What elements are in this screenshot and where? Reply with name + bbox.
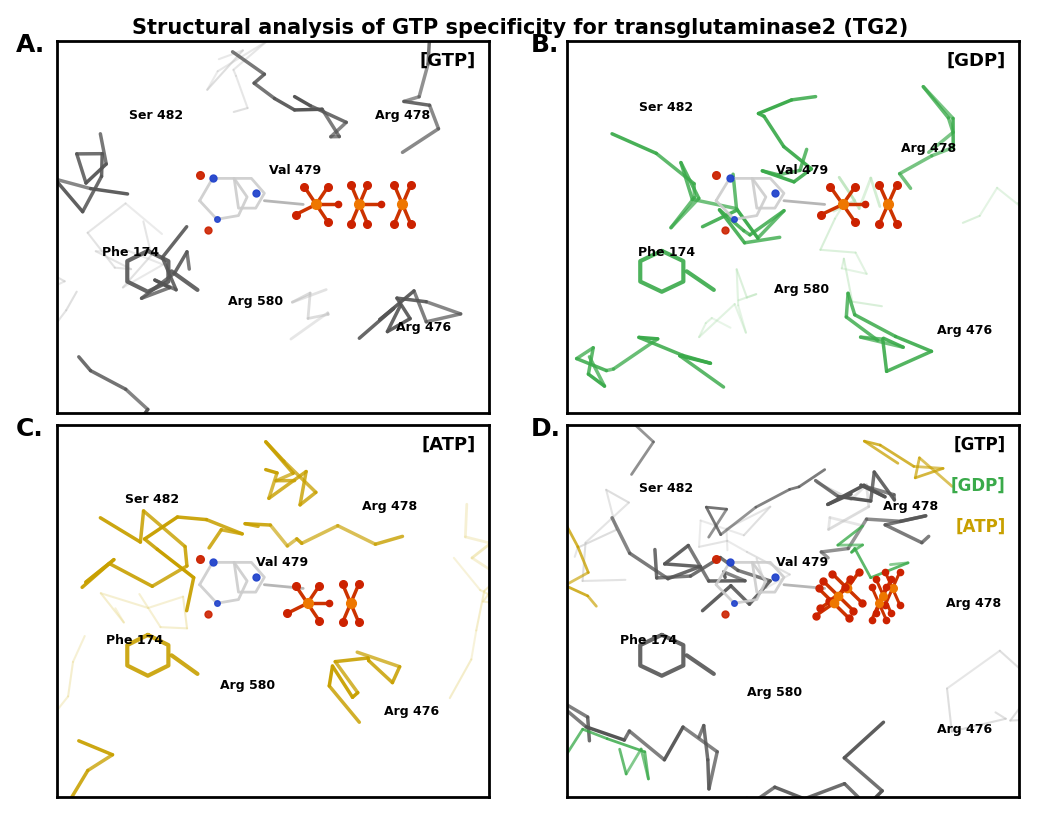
Text: Arg 478: Arg 478 (883, 500, 938, 513)
Text: [GDP]: [GDP] (946, 52, 1006, 70)
Text: [GTP]: [GTP] (954, 436, 1006, 454)
Text: Ser 482: Ser 482 (125, 493, 179, 506)
Text: Arg 580: Arg 580 (775, 283, 830, 297)
Text: Phe 174: Phe 174 (106, 634, 163, 647)
Text: D.: D. (530, 417, 561, 440)
Text: Val 479: Val 479 (268, 164, 320, 177)
Text: Val 479: Val 479 (776, 556, 828, 569)
Text: Phe 174: Phe 174 (638, 246, 695, 259)
Text: Arg 476: Arg 476 (384, 704, 439, 717)
Text: Ser 482: Ser 482 (129, 109, 183, 122)
Text: Arg 478: Arg 478 (901, 142, 957, 155)
Text: Arg 580: Arg 580 (219, 679, 275, 691)
Text: Val 479: Val 479 (776, 164, 828, 177)
Text: Arg 476: Arg 476 (937, 723, 992, 736)
Text: Arg 478: Arg 478 (946, 596, 1002, 609)
Text: B.: B. (530, 33, 558, 56)
Text: C.: C. (16, 417, 44, 440)
Text: Ser 482: Ser 482 (640, 101, 694, 114)
Text: Arg 580: Arg 580 (228, 295, 283, 307)
Text: A.: A. (16, 33, 45, 56)
Text: Structural analysis of GTP specificity for transglutaminase2 (TG2): Structural analysis of GTP specificity f… (132, 18, 908, 38)
Text: Val 479: Val 479 (256, 556, 308, 569)
Text: Phe 174: Phe 174 (102, 246, 159, 259)
Text: Arg 476: Arg 476 (937, 324, 992, 337)
Text: [GDP]: [GDP] (951, 477, 1006, 495)
Text: Ser 482: Ser 482 (640, 481, 694, 494)
Text: Arg 580: Arg 580 (748, 686, 803, 699)
Text: [ATP]: [ATP] (421, 436, 476, 454)
Text: [ATP]: [ATP] (956, 518, 1006, 536)
Text: Arg 478: Arg 478 (374, 109, 431, 122)
Text: Phe 174: Phe 174 (620, 634, 677, 647)
Text: Arg 476: Arg 476 (396, 320, 451, 333)
Text: [GTP]: [GTP] (419, 52, 476, 70)
Text: Arg 478: Arg 478 (362, 500, 417, 513)
